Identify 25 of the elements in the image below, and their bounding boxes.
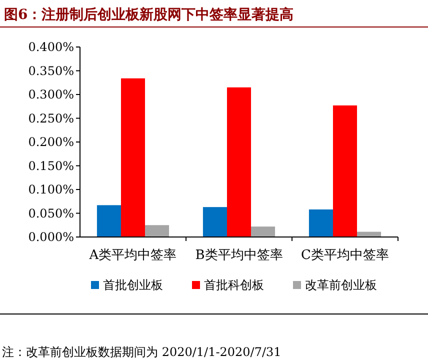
y-tick-label: 0.150% (28, 158, 74, 173)
bar (145, 225, 170, 237)
y-tick-label: 0.350% (28, 64, 74, 78)
y-tick-label: 0.000% (28, 230, 74, 244)
y-tick-label: 0.100% (28, 182, 74, 197)
legend-label: 改革前创业板 (305, 278, 377, 292)
bar (96, 205, 121, 237)
y-tick-label: 0.300% (28, 88, 74, 102)
bar (120, 78, 146, 237)
y-tick-label: 0.250% (28, 111, 74, 126)
y-tick-label: 0.200% (28, 135, 74, 150)
bar (202, 207, 227, 237)
bar (251, 226, 276, 237)
bar (332, 105, 358, 237)
legend-label: 首批创业板 (103, 278, 163, 292)
bar (226, 87, 252, 237)
x-tick-label: A类平均中签率 (88, 247, 177, 263)
text: 注：改革前创业板数据期间为 2020/1/1-2020/7/31 (2, 345, 282, 359)
y-tick-label: 0.400% (28, 40, 74, 54)
x-tick-label: B类平均中签率 (195, 247, 283, 263)
bar (308, 209, 333, 237)
y-tick-label: 0.050% (28, 206, 74, 220)
x-tick-label: C类平均中签率 (301, 247, 389, 263)
legend-label: 首批科创板 (204, 278, 264, 292)
chart-title: 图6：注册制后创业板新股网下中签率显著提高 (4, 6, 294, 23)
